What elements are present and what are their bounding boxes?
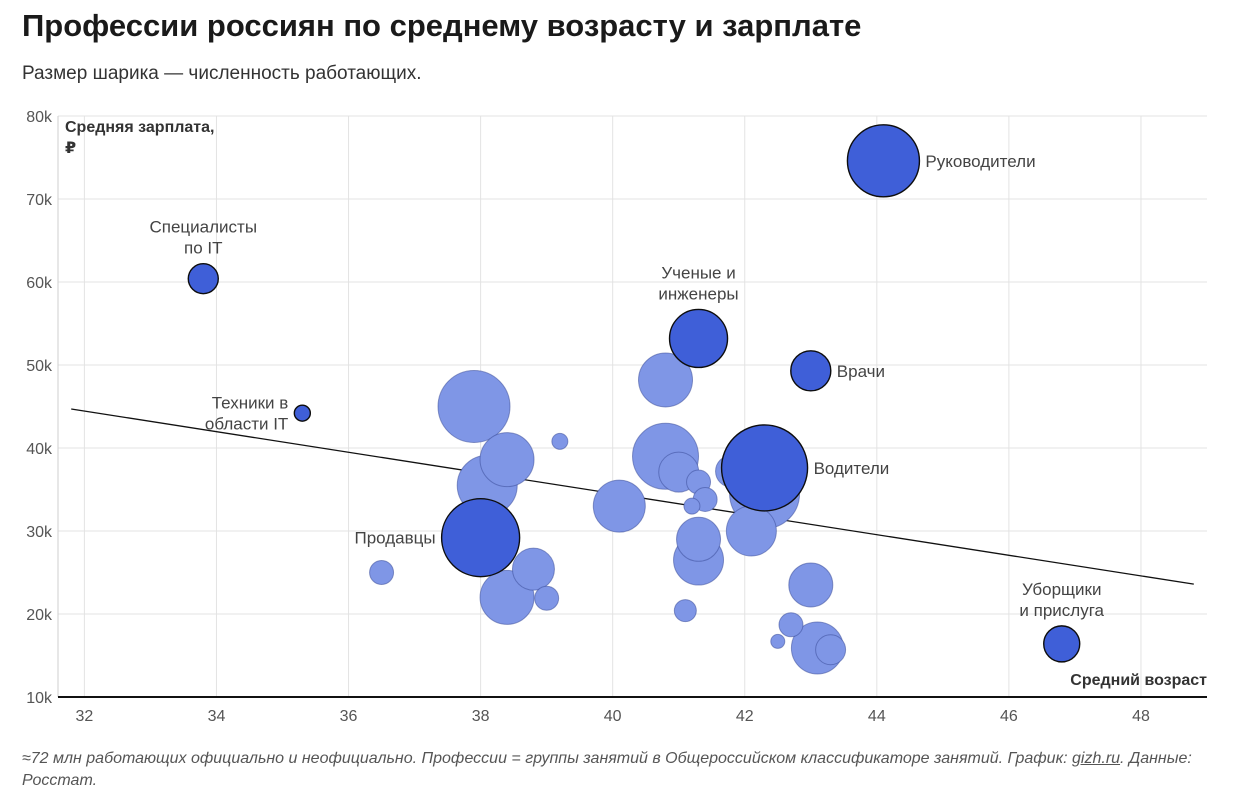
x-tick-label: 42 [736, 708, 754, 725]
bubble-highlighted [1043, 625, 1081, 663]
y-tick-label: 10k [26, 690, 53, 707]
x-tick-label: 46 [1000, 708, 1018, 725]
bubble-highlighted [790, 350, 832, 392]
bubble [673, 599, 697, 623]
footnote-source: . Данные: Росстат. [22, 750, 1192, 789]
bubble [815, 634, 847, 666]
bubble-highlighted [668, 308, 729, 369]
bubble-label: по IT [184, 239, 223, 258]
bubble [770, 633, 786, 649]
x-tick-label: 44 [868, 708, 886, 725]
page-title: Профессии россиян по среднему возрасту и… [22, 8, 862, 43]
bubble-layer [187, 124, 1081, 675]
x-tick-label: 38 [472, 708, 490, 725]
axis-layer: 10k 20k 30k 40k 50k 60k 70k 80k 32 34 36 38 40 42 44 46… [26, 109, 1207, 725]
bubble-highlighted [293, 404, 312, 422]
bubble [676, 516, 722, 562]
bubble-label: Техники в [212, 394, 289, 413]
bubble-label: Руководители [925, 152, 1035, 171]
x-tick-label: 40 [604, 708, 622, 725]
y-tick-label: 20k [26, 607, 53, 624]
bubble [725, 505, 777, 557]
bubble [534, 585, 560, 611]
y-axis-title: Средняя зарплата, [65, 119, 214, 136]
bubble [511, 547, 555, 591]
y-tick-label: 80k [26, 109, 53, 126]
y-tick-label: 40k [26, 441, 53, 458]
source-link[interactable]: gizh.ru [1072, 750, 1121, 767]
bubble-label: Продавцы [354, 529, 435, 548]
x-tick-label: 48 [1132, 708, 1150, 725]
y-tick-label: 50k [26, 358, 53, 375]
bubble [479, 432, 535, 488]
bubble [788, 562, 834, 608]
bubble [551, 432, 569, 450]
x-tick-label: 34 [208, 708, 226, 725]
bubble-label: Врачи [837, 362, 885, 381]
bubble [683, 497, 701, 515]
page-subtitle: Размер шарика — численность работающих. [22, 63, 422, 84]
grid-layer [58, 115, 1207, 697]
y-axis-title: ₽ [65, 140, 76, 157]
x-tick-label: 36 [340, 708, 358, 725]
y-tick-label: 30k [26, 524, 53, 541]
y-tick-label: 70k [26, 192, 53, 209]
bubble-highlighted [440, 497, 521, 578]
bubble-label: области IT [205, 415, 288, 434]
bubble [778, 612, 804, 638]
bubble-label: инженеры [658, 284, 738, 303]
x-axis-title: Средний возраст [1070, 672, 1207, 689]
bubble [638, 352, 694, 408]
bubble-label: и прислуга [1019, 601, 1104, 620]
bubble [437, 370, 511, 443]
footnote: ≈72 млн работающих официально и неофициа… [22, 748, 1222, 792]
bubble-highlighted [846, 124, 921, 198]
bubble-label: Водители [814, 459, 890, 478]
bubble-highlighted [720, 424, 809, 512]
bubble-label: Ученые и [661, 263, 735, 282]
label-layer: Руководители Специалисты по IT Ученые и инже… [150, 152, 1105, 620]
bubble-highlighted [187, 262, 219, 295]
y-tick-label: 60k [26, 275, 53, 292]
bubble-label: Уборщики [1022, 580, 1102, 599]
x-tick-label: 32 [76, 708, 94, 725]
bubble-label: Специалисты [150, 218, 258, 237]
footnote-text: ≈72 млн работающих официально и неофициа… [22, 750, 1073, 767]
bubble [369, 560, 395, 585]
bubble [592, 479, 646, 533]
